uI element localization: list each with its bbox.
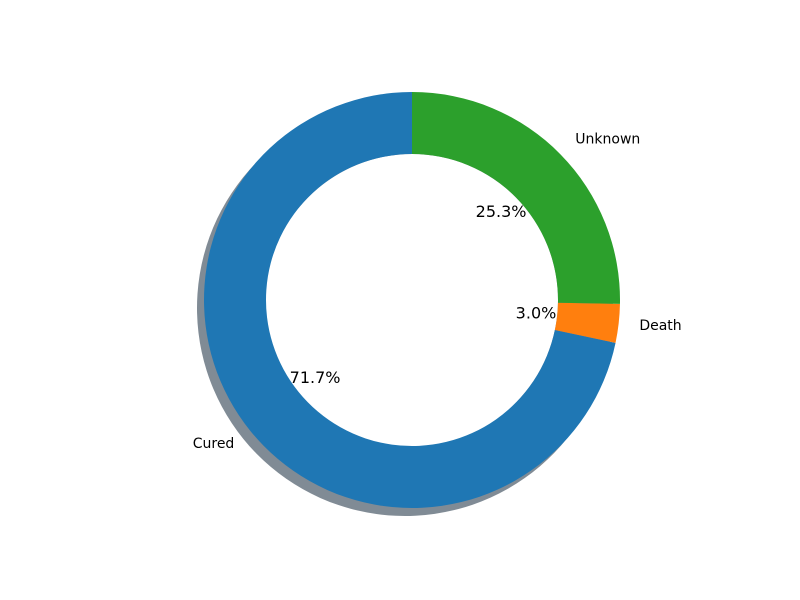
slice-death	[554, 302, 620, 343]
slice-cured	[203, 92, 616, 509]
donut-slices	[203, 92, 620, 509]
slice-label-death: Death	[639, 318, 681, 334]
percent-label-unknown: 25.3%	[476, 202, 527, 221]
slice-label-cured: Cured	[193, 436, 235, 452]
slice-labels: Cured Death Unknown	[193, 132, 682, 452]
percent-label-cured: 71.7%	[290, 368, 341, 387]
percent-label-death: 3.0%	[516, 304, 557, 323]
slice-unknown	[412, 92, 620, 304]
percent-labels: 71.7% 3.0% 25.3%	[290, 202, 557, 387]
slice-label-unknown: Unknown	[575, 132, 640, 148]
